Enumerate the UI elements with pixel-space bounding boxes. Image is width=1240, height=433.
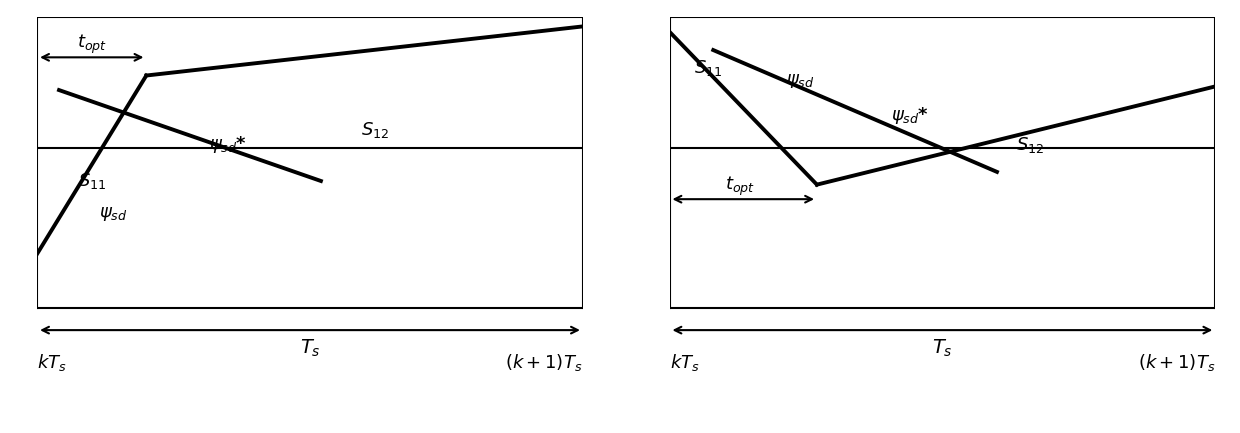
Text: $T_s$: $T_s$ [932, 338, 952, 359]
Text: $S_{12}$: $S_{12}$ [1016, 135, 1044, 155]
Text: $(k+1)T_s$: $(k+1)T_s$ [1138, 352, 1215, 373]
Text: $S_{12}$: $S_{12}$ [361, 120, 389, 140]
Text: $t_{opt}$: $t_{opt}$ [725, 175, 755, 198]
Text: $T_s$: $T_s$ [300, 338, 320, 359]
Text: $kT_s$: $kT_s$ [37, 352, 67, 373]
Text: $\psi_{sd}$: $\psi_{sd}$ [786, 72, 815, 90]
Text: $kT_s$: $kT_s$ [670, 352, 699, 373]
Text: $S_{11}$: $S_{11}$ [693, 58, 722, 78]
Text: $S_{11}$: $S_{11}$ [78, 171, 105, 191]
Text: $t_{opt}$: $t_{opt}$ [77, 33, 107, 56]
Text: $(k+1)T_s$: $(k+1)T_s$ [506, 352, 583, 373]
Text: $\psi_{sd}$*: $\psi_{sd}$* [210, 134, 247, 155]
Text: $\psi_{sd}$: $\psi_{sd}$ [99, 205, 128, 223]
Text: $\psi_{sd}$*: $\psi_{sd}$* [890, 105, 929, 126]
